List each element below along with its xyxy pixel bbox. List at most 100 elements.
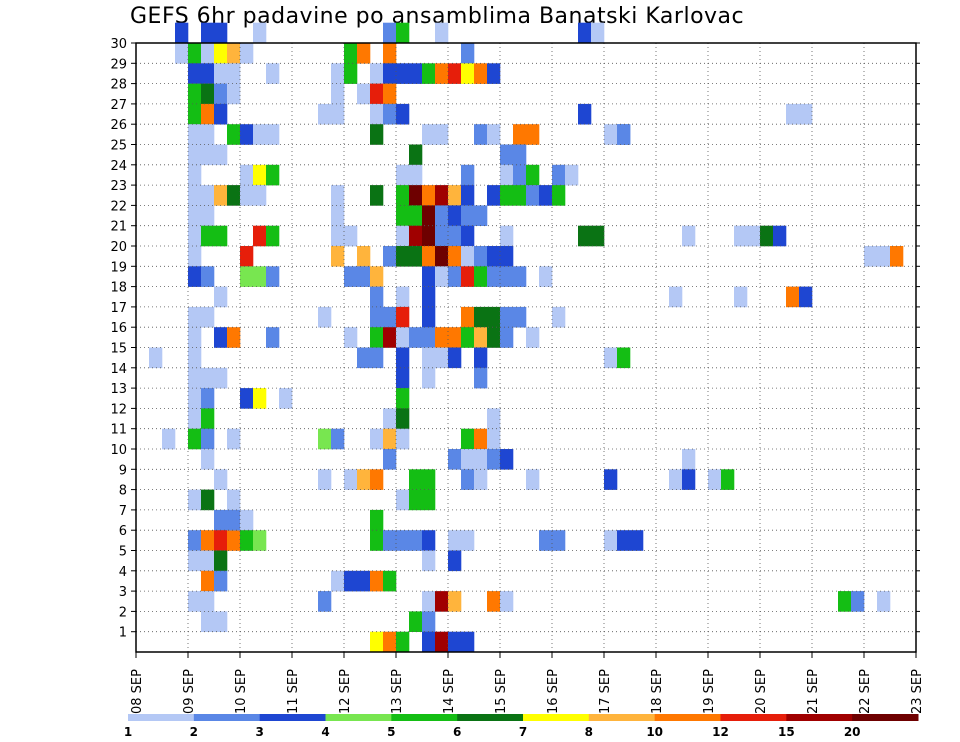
heatmap-cell <box>435 327 449 348</box>
heatmap-cell <box>565 164 579 186</box>
heatmap-cell <box>396 631 410 653</box>
heatmap-cell <box>357 43 371 64</box>
heatmap-cell <box>227 185 241 206</box>
heatmap-cell <box>435 225 449 247</box>
heatmap-cell <box>409 63 423 84</box>
heatmap-cell <box>604 347 618 369</box>
heatmap-cell <box>383 43 397 64</box>
y-tick-label: 22 <box>110 199 127 214</box>
heatmap-cell <box>370 469 384 490</box>
heatmap-cell <box>214 83 228 105</box>
y-tick-label: 6 <box>119 524 127 539</box>
heatmap-cell <box>799 286 813 308</box>
heatmap-cell <box>214 286 228 308</box>
heatmap-cell <box>799 103 813 125</box>
heatmap-cell <box>188 408 202 429</box>
heatmap-cell <box>747 225 761 247</box>
heatmap-cell <box>396 327 410 348</box>
heatmap-cell <box>383 428 397 450</box>
heatmap-cell <box>539 185 553 206</box>
heatmap-cell <box>201 225 215 247</box>
heatmap-cell <box>409 530 423 551</box>
heatmap-cell <box>188 306 202 328</box>
heatmap-cell <box>383 327 397 348</box>
heatmap-cell <box>513 124 527 145</box>
heatmap-cell <box>344 570 358 592</box>
heatmap-cell <box>201 266 215 287</box>
legend-swatch <box>786 714 853 721</box>
x-tick-label: 19 SEP <box>702 669 717 714</box>
heatmap-cell <box>331 205 345 226</box>
heatmap-cell <box>383 449 397 470</box>
x-tick-label: 18 SEP <box>650 669 665 714</box>
heatmap-cell <box>331 63 345 84</box>
heatmap-cell <box>409 185 423 206</box>
heatmap-cell <box>526 185 540 206</box>
heatmap-cell <box>344 327 358 348</box>
heatmap-cell <box>201 570 215 592</box>
heatmap-cell <box>435 205 449 226</box>
heatmap-cell <box>500 266 514 287</box>
heatmap-cell <box>162 428 176 450</box>
heatmap-cell <box>526 164 540 186</box>
heatmap-cell <box>552 185 566 206</box>
heatmap-cell <box>435 347 449 369</box>
x-tick-label: 13 SEP <box>390 669 405 714</box>
heatmap-cell <box>422 327 436 348</box>
heatmap-cell <box>214 63 228 84</box>
heatmap-cell <box>344 225 358 247</box>
heatmap-cell <box>201 530 215 551</box>
heatmap-cell <box>617 124 631 145</box>
y-tick-label: 3 <box>119 585 127 600</box>
heatmap-cell <box>409 164 423 186</box>
heatmap-cell <box>604 124 618 145</box>
heatmap-cell <box>526 327 540 348</box>
heatmap-cell <box>461 428 475 450</box>
heatmap-cell <box>448 327 462 348</box>
y-tick-label: 15 <box>110 342 127 357</box>
heatmap-cell <box>448 530 462 551</box>
heatmap-cell <box>201 408 215 429</box>
heatmap-cell <box>513 144 527 166</box>
legend-swatch <box>193 714 261 721</box>
legend-label: 2 <box>190 725 198 739</box>
heatmap-cell <box>201 144 215 166</box>
heatmap-cell <box>318 306 332 328</box>
heatmap-cell <box>448 63 462 84</box>
heatmap-cell <box>500 164 514 186</box>
heatmap-cell <box>214 22 228 44</box>
legend-swatch <box>523 714 590 721</box>
heatmap-cell <box>487 306 501 328</box>
heatmap-cell <box>396 408 410 429</box>
heatmap-cell <box>188 428 202 450</box>
heatmap-cell <box>396 388 410 409</box>
heatmap-cell <box>201 591 215 612</box>
heatmap-cell <box>422 205 436 226</box>
heatmap-cell <box>591 225 605 247</box>
heatmap-cell <box>357 570 371 592</box>
heatmap-cell <box>331 185 345 206</box>
heatmap-cell <box>175 43 189 64</box>
heatmap-cell <box>188 144 202 166</box>
heatmap-cell <box>422 631 436 653</box>
x-tick-label: 15 SEP <box>494 669 509 714</box>
x-tick-label: 09 SEP <box>182 669 197 714</box>
heatmap-cell <box>396 103 410 125</box>
heatmap-cell <box>357 83 371 105</box>
heatmap-cell <box>201 428 215 450</box>
heatmap-cell <box>422 489 436 511</box>
heatmap-cell <box>383 103 397 125</box>
heatmap-cell <box>851 591 865 612</box>
heatmap-cell <box>214 550 228 572</box>
y-tick-label: 2 <box>119 605 127 620</box>
heatmap-cell <box>422 306 436 328</box>
y-axis-ticks: 1234567891011121314151617181920212223242… <box>110 37 920 641</box>
y-tick-label: 23 <box>110 179 127 194</box>
heatmap-cell <box>396 489 410 511</box>
y-tick-label: 18 <box>110 281 127 296</box>
heatmap-cell <box>422 286 436 308</box>
heatmap-cell <box>253 164 267 186</box>
y-tick-label: 8 <box>119 484 127 499</box>
heatmap-cell <box>526 469 540 490</box>
heatmap-cell <box>253 530 267 551</box>
